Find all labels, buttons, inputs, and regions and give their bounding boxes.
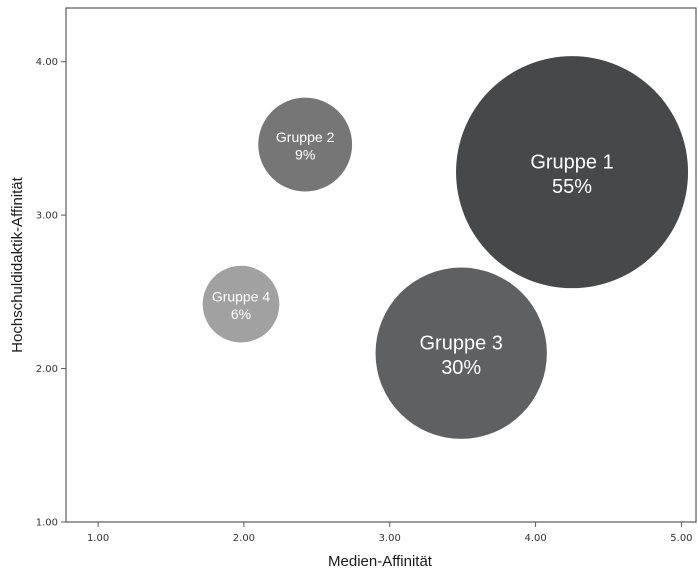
bubble-label: Gruppe 1 xyxy=(530,152,613,174)
bubble xyxy=(456,56,689,289)
bubble-group-1: Gruppe 155% xyxy=(456,56,689,289)
x-axis-title: Medien-Affinität xyxy=(328,553,433,570)
bubble-label: Gruppe 3 xyxy=(420,333,503,355)
y-tick-label: 2.00 xyxy=(36,364,58,375)
y-tick-label: 4.00 xyxy=(36,57,58,68)
bubble xyxy=(202,265,280,343)
bubble-percent: 55% xyxy=(552,176,592,198)
bubble-group-2: Gruppe 29% xyxy=(258,97,353,192)
x-tick-label: 5.00 xyxy=(670,533,692,544)
x-tick-label: 1.00 xyxy=(87,533,109,544)
x-axis: 1.00 2.00 3.00 4.00 5.00 xyxy=(87,522,693,544)
y-axis-title: Hochschuldidaktik-Affinität xyxy=(9,176,26,352)
x-tick-label: 2.00 xyxy=(233,533,255,544)
bubble-percent: 9% xyxy=(295,146,315,162)
bubble-percent: 30% xyxy=(441,357,481,379)
x-tick-label: 3.00 xyxy=(379,533,401,544)
bubble-label: Gruppe 4 xyxy=(212,289,271,305)
bubbles-layer: Gruppe 155%Gruppe 29%Gruppe 330%Gruppe 4… xyxy=(202,56,689,439)
bubble xyxy=(375,267,547,439)
bubble-group-4: Gruppe 46% xyxy=(202,265,280,343)
bubble-percent: 6% xyxy=(231,306,251,322)
y-tick-label: 3.00 xyxy=(36,211,58,222)
y-axis: 1.00 2.00 3.00 4.00 xyxy=(36,57,66,529)
y-tick-label: 1.00 xyxy=(36,518,58,529)
x-tick-label: 4.00 xyxy=(524,533,546,544)
bubble xyxy=(258,97,353,192)
bubble-label: Gruppe 2 xyxy=(276,129,335,145)
bubble-group-3: Gruppe 330% xyxy=(375,267,547,439)
